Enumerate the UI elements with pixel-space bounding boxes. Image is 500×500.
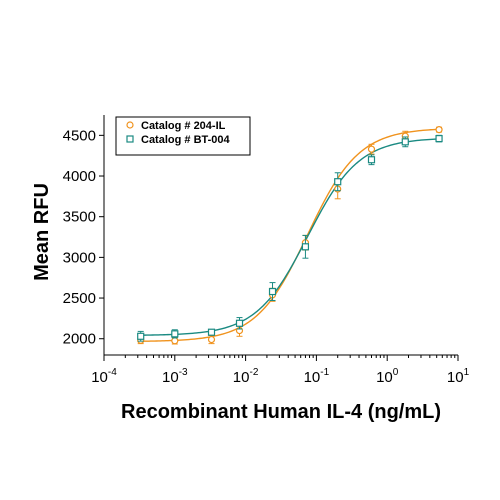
y-tick-label: 4000 [63, 168, 96, 185]
fit-curve-circle [137, 128, 443, 342]
data-point-square [235, 319, 244, 327]
y-tick-label: 3500 [63, 209, 96, 226]
y-tick-label: 3000 [63, 249, 96, 266]
fit-curve-square [137, 138, 443, 336]
y-tick-label: 2500 [63, 290, 96, 307]
legend-marker-square [126, 135, 134, 143]
data-point-circle [435, 126, 443, 134]
x-tick-label: 100 [376, 367, 399, 386]
data-point-circle [207, 335, 216, 344]
x-tick-label: 10-1 [304, 367, 330, 386]
x-tick-label: 10-3 [162, 367, 188, 386]
legend: Catalog # 204-IL Catalog # BT-004 [115, 116, 251, 156]
data-point-square [207, 328, 216, 336]
data-point-square [435, 134, 443, 143]
data-point-square [401, 138, 409, 146]
legend-box [115, 116, 251, 156]
y-tick-label: 4500 [63, 127, 96, 144]
data-point-circle [171, 337, 179, 345]
data-point-square [334, 178, 342, 186]
legend-marker-circle [126, 121, 134, 129]
legend-label: Catalog # 204-IL [141, 120, 226, 132]
data-point-square [367, 156, 376, 164]
x-axis-title: Recombinant Human IL-4 (ng/mL) [121, 401, 441, 423]
data-point-square [171, 330, 179, 338]
data-point-circle [367, 145, 376, 153]
x-tick-label: 101 [447, 367, 470, 386]
data-point-square [268, 287, 277, 296]
x-tick-label: 10-4 [91, 367, 117, 386]
data-point-square [301, 243, 310, 251]
x-tick-label: 10-2 [233, 367, 259, 386]
y-axis-title: Mean RFU [31, 183, 53, 281]
legend-label: Catalog # BT-004 [141, 134, 231, 146]
y-tick-label: 2000 [63, 331, 96, 348]
data-point-square [137, 332, 145, 340]
